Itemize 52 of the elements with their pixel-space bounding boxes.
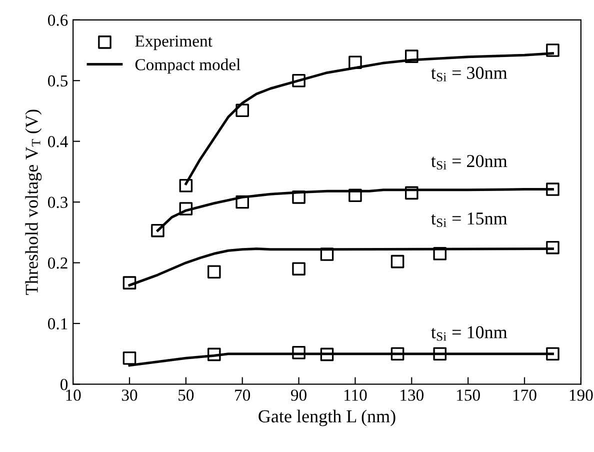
x-tick-label: 50 — [178, 390, 194, 401]
x-tick-label: 90 — [290, 390, 306, 401]
point — [151, 224, 164, 238]
y-tick-label: 0.5 — [48, 75, 68, 87]
point — [236, 104, 249, 118]
annotation: t$_{Si}$ = 15nm — [431, 212, 508, 228]
legend-label: Compact model — [135, 58, 240, 74]
annotation: t$_{Si}$ = 20nm — [431, 154, 508, 170]
y-tick-label: 0 — [60, 378, 68, 390]
y-tick-label: 0.3 — [48, 196, 68, 208]
point — [546, 182, 560, 196]
x-tick-label: 150 — [457, 390, 480, 401]
point — [546, 240, 560, 254]
point — [546, 347, 560, 360]
point — [320, 248, 334, 261]
x-tick-label: 130 — [400, 390, 424, 401]
legend-label: Experiment — [135, 36, 212, 50]
point — [433, 347, 446, 360]
point — [179, 179, 193, 192]
point — [404, 186, 418, 200]
point — [348, 188, 362, 202]
x-tick-label: 10 — [66, 390, 81, 401]
point — [122, 351, 136, 365]
y-tick-label: 0.6 — [48, 14, 68, 26]
point — [292, 74, 306, 88]
point — [292, 346, 306, 360]
point — [390, 254, 404, 268]
annotation: t$_{Si}$ = 10nm — [431, 326, 508, 341]
point — [390, 347, 404, 360]
x-tick-label: 170 — [513, 390, 536, 401]
point — [179, 202, 193, 216]
x-tick-label: 190 — [570, 390, 593, 401]
point — [236, 195, 249, 209]
annotation: t$_{Si}$ = 30nm — [431, 66, 508, 82]
y-tick-label: 0.2 — [48, 257, 68, 269]
point — [292, 262, 306, 276]
y-tick-label: 0.4 — [48, 136, 68, 148]
point — [122, 276, 136, 290]
y-axis-title: Threshold voltage V$_{T}$ (V) — [25, 110, 42, 295]
point — [320, 348, 334, 362]
x-tick-label: 110 — [344, 390, 367, 401]
point — [207, 265, 221, 279]
point — [207, 348, 221, 362]
point — [292, 190, 306, 204]
point — [404, 50, 418, 63]
x-axis-title: Gate length L (nm) — [258, 410, 396, 426]
x-tick-label: 70 — [235, 390, 250, 401]
point — [348, 56, 362, 70]
point — [546, 44, 560, 57]
y-tick-label: 0.1 — [48, 318, 68, 330]
point — [433, 247, 446, 260]
x-tick-label: 30 — [122, 390, 138, 401]
